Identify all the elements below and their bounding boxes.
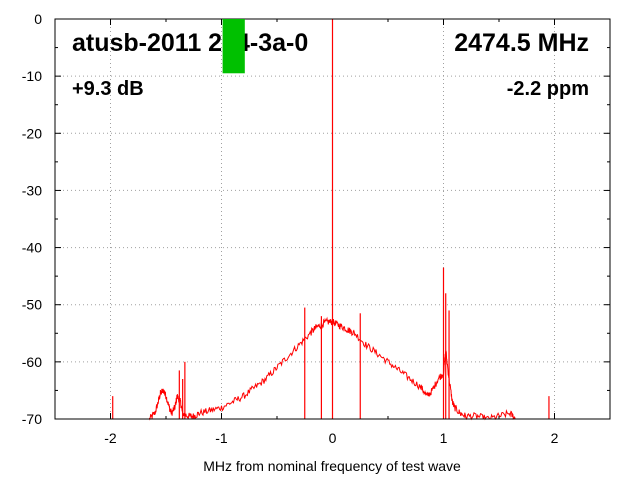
y-tick-label: -60 xyxy=(22,354,42,370)
y-tick-label: -10 xyxy=(22,68,42,84)
y-tick-label: -30 xyxy=(22,182,42,198)
y-tick-label: -20 xyxy=(22,125,42,141)
y-tick-label: -50 xyxy=(22,297,42,313)
x-tick-label: 1 xyxy=(440,430,448,446)
device-label: atusb-2011 214-3a-0 xyxy=(72,29,308,57)
gain-label: +9.3 dB xyxy=(72,78,144,100)
frequency-label: 2474.5 MHz xyxy=(454,29,589,57)
x-tick-label: -1 xyxy=(215,430,228,446)
x-tick-label: -2 xyxy=(104,430,117,446)
y-tick-labels: 0 -10 -20 -30 -40 -50 -60 -70 xyxy=(22,11,42,427)
offset-label: -2.2 ppm xyxy=(507,78,589,100)
spike-layer xyxy=(112,19,550,419)
grid xyxy=(55,19,610,419)
x-tick-label: 0 xyxy=(329,430,337,446)
plot-frame xyxy=(54,18,611,420)
y-tick-label: -70 xyxy=(22,411,42,427)
y-tick-label: -40 xyxy=(22,240,42,256)
marker-box xyxy=(222,19,245,74)
x-tick-label: 2 xyxy=(551,430,559,446)
y-tick-label: 0 xyxy=(34,11,42,27)
x-tick-labels: -2 -1 0 1 2 xyxy=(104,430,558,446)
x-axis-title: MHz from nominal frequency of test wave xyxy=(203,458,461,474)
